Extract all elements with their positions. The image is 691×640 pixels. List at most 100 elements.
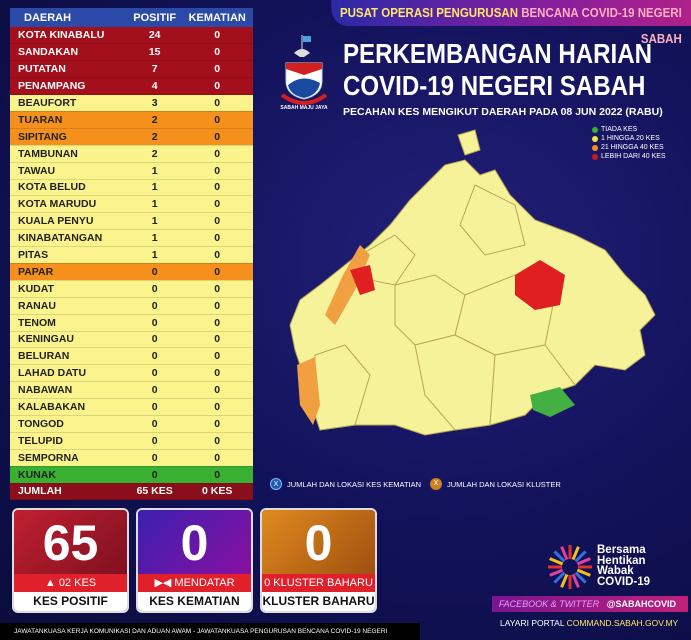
death-count: 0	[181, 77, 253, 96]
district-name: TUARAN	[10, 111, 128, 129]
positive-count: 7	[127, 60, 182, 79]
campaign-line: COVID-19	[597, 575, 651, 588]
page-subtitle: PECAHAN KES MENGIKUT DAERAH PADA 08 JUN …	[343, 106, 663, 118]
stat-label: KLUSTER BAHARU	[262, 592, 375, 611]
page-title: PERKEMBANGAN HARIAN COVID-19 NEGERI SABAH	[343, 38, 652, 102]
district-name: KUNAK	[10, 466, 128, 484]
table-row: KINABATANGAN 1 0	[10, 229, 253, 248]
positive-count: 2	[127, 128, 182, 146]
logo-ray	[576, 557, 591, 566]
total-row: JUMLAH 65 KES 0 KES	[10, 483, 253, 501]
table-row: LAHAD DATU 0 0	[10, 364, 253, 383]
campaign-logo-icon	[548, 545, 592, 589]
sabah-crest-icon: SABAH MAJU JAYA	[280, 35, 328, 111]
campaign-line: Hentikan	[597, 554, 646, 567]
legend-label: TIADA KES	[601, 126, 638, 133]
death-count: 0	[181, 145, 253, 163]
logo-ray	[571, 546, 580, 561]
legend-label: LEBIH DARI 40 KES	[601, 153, 666, 160]
death-count: 0	[181, 60, 253, 79]
death-count: 0	[181, 364, 253, 383]
death-count: 0	[181, 398, 253, 416]
stat-value: 0	[138, 510, 251, 574]
social-label: FACEBOOK & TWITTER	[498, 599, 600, 609]
table-row: BEAUFORT 3 0	[10, 94, 253, 112]
social-handle[interactable]: @SABAH	[606, 599, 648, 609]
social-banner: FACEBOOK & TWITTER @SABAHCOVID	[492, 596, 688, 612]
positive-count: 0	[127, 280, 182, 298]
banner-text: PUSAT OPERASI PENGURUSAN	[339, 6, 522, 20]
logo-ray	[553, 550, 566, 563]
total-deaths: 0 KES	[181, 483, 253, 501]
positive-count: 0	[127, 415, 182, 433]
legend-label: 21 HINGGA 40 KES	[601, 144, 664, 151]
death-count: 0	[181, 331, 253, 349]
district-name: KALABAKAN	[10, 398, 128, 416]
district-name: KOTA KINABALU	[10, 27, 128, 45]
district-name: TONGOD	[10, 415, 128, 433]
death-count: 0	[181, 449, 253, 467]
deaths-card: 0 ▶◀ MENDATAR KES KEMATIAN	[136, 508, 253, 613]
legend-label: 1 HINGGA 20 KES	[601, 135, 660, 142]
table-row: TUARAN 2 0	[10, 111, 253, 129]
table-row: PAPAR 0 0	[10, 263, 253, 281]
total-positive: 65 KES	[127, 483, 182, 501]
title-line-2: COVID-19 NEGERI SABAH	[343, 70, 646, 101]
death-count: 0	[181, 27, 253, 45]
legend-item: LEBIH DARI 40 KES	[592, 152, 666, 161]
table-row: TONGOD 0 0	[10, 415, 253, 433]
stat-value: 65	[14, 510, 127, 574]
portal-link[interactable]: COMMAND.SABAH.GOV.MY	[566, 618, 679, 628]
table-row: SIPITANG 2 0	[10, 128, 253, 146]
death-count: 0	[181, 212, 253, 231]
total-label: JUMLAH	[10, 483, 128, 501]
map-color-legend: TIADA KES 1 HINGGA 20 KES 21 HINGGA 40 KES…	[592, 125, 666, 161]
positive-count: 24	[127, 27, 182, 45]
legend-item: 21 HINGGA 40 KES	[592, 143, 666, 152]
cluster-location-legend: X JUMLAH DAN LOKASI KLUSTER	[430, 478, 561, 490]
logo-ray	[560, 546, 569, 561]
table-row: PUTATAN 7 0	[10, 60, 253, 79]
legend-item: TIADA KES	[592, 125, 666, 134]
district-name: SIPITANG	[10, 128, 128, 146]
logo-ray	[553, 571, 566, 584]
footer: JAWATANKUASA KERJA KOMUNIKASI DAN ADUAN …	[0, 623, 420, 640]
district-name: TELUPID	[10, 432, 128, 450]
positive-count: 0	[127, 331, 182, 349]
death-count: 0	[181, 246, 253, 264]
stat-label: KES KEMATIAN	[138, 592, 251, 611]
positive-count: 1	[127, 246, 182, 264]
logo-ray	[560, 573, 569, 588]
table-row: KALABAKAN 0 0	[10, 398, 253, 416]
social-handle-suffix: COVID	[647, 599, 676, 609]
death-count: 0	[181, 111, 253, 129]
positive-cases-card: 65 ▲ 02 KES KES POSITIF	[12, 508, 129, 613]
table-row: TAWAU 1 0	[10, 162, 253, 180]
positive-count: 0	[127, 466, 182, 484]
death-count: 0	[181, 415, 253, 433]
district-name: SEMPORNA	[10, 449, 128, 467]
positive-count: 1	[127, 162, 182, 180]
deaths-location-legend: X JUMLAH DAN LOKASI KES KEMATIAN	[270, 478, 421, 490]
district-name: KOTA MARUDU	[10, 195, 128, 214]
legend-item: 1 HINGGA 20 KES	[592, 134, 666, 143]
district-name: LAHAD DATU	[10, 364, 128, 383]
table-row: KUALA PENYU 1 0	[10, 212, 253, 231]
logo-ray	[574, 550, 587, 563]
portal-line: LAYARI PORTAL COMMAND.SABAH.GOV.MY	[500, 618, 678, 628]
table-row: KOTA KINABALU 24 0	[10, 27, 253, 45]
positive-count: 1	[127, 229, 182, 248]
district-name: TENOM	[10, 314, 128, 332]
death-marker-icon: X	[270, 478, 282, 490]
death-count: 0	[181, 466, 253, 484]
positive-count: 1	[127, 179, 182, 197]
logo-ray	[571, 573, 580, 588]
legend-swatch-icon	[592, 144, 598, 151]
positive-count: 4	[127, 77, 182, 96]
district-name: SANDAKAN	[10, 43, 128, 62]
table-row: TAMBUNAN 2 0	[10, 145, 253, 163]
table-row: RANAU 0 0	[10, 297, 253, 315]
positive-count: 0	[127, 263, 182, 281]
table-row: KENINGAU 0 0	[10, 331, 253, 349]
